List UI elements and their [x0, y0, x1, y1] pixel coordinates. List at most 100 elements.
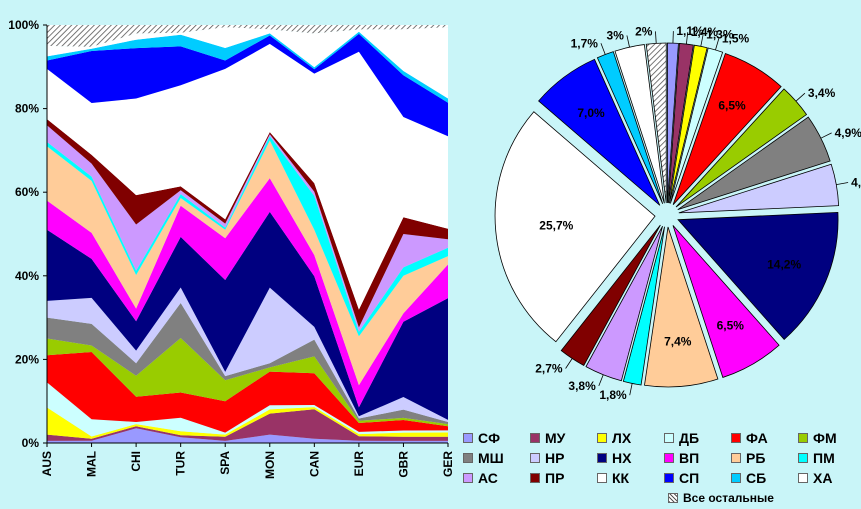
pie-slice-label: 1,8% [599, 388, 627, 402]
legend-label: МУ [545, 430, 566, 446]
legend-item: НР [530, 449, 564, 467]
pie-chart: 1,1%1,4%1,3%1,5% 6,5% 3,4% 4,9% 4,2% 14,2% 6,5… [494, 24, 861, 402]
pie-leader-line [685, 32, 689, 45]
legend-swatch [463, 433, 473, 443]
legend-item: Все остальные [668, 489, 774, 507]
pie-slice-label: 3% [607, 28, 625, 42]
area-series-18 [47, 25, 448, 47]
legend-swatch [798, 473, 808, 483]
area-series-2 [47, 407, 448, 439]
legend-item: НХ [597, 449, 631, 467]
legend-label: АС [478, 470, 498, 486]
legend-label: ФМ [813, 430, 837, 446]
area-series-8 [47, 211, 448, 420]
pie-slice-label: 25,7% [539, 219, 573, 233]
legend-label: ВП [679, 450, 700, 466]
y-tick-label: 80% [15, 102, 39, 116]
pie-leader-line [655, 31, 657, 44]
legend-label: СП [679, 470, 700, 486]
chart-legend: СФ МУ ЛХ ДБ ФА ФМ МШ НР НХ ВП РБ ПМ АС ПР КК СП СБ ХА Все … [463, 426, 858, 506]
pie-slice-4 [672, 52, 782, 205]
legend-label: ДБ [679, 430, 700, 446]
x-tick-label: MAL [85, 451, 99, 477]
legend-item: ПМ [798, 449, 835, 467]
pie-slice-label: 3,4% [808, 86, 836, 100]
legend-label: КК [612, 470, 630, 486]
legend-item: КК [597, 469, 629, 487]
y-tick-label: 60% [15, 185, 39, 199]
area-series-15 [47, 33, 448, 137]
x-tick-label: MON [263, 451, 277, 479]
legend-item: ПР [530, 469, 564, 487]
area-series-14 [47, 43, 448, 310]
pie-slice-14 [494, 111, 656, 343]
legend-swatch [530, 473, 540, 483]
y-tick-label: 100% [8, 18, 39, 32]
pie-leader-line [600, 43, 606, 55]
pie-slice-label: 3,8% [568, 379, 596, 393]
legend-item: ВП [664, 449, 699, 467]
legend-swatch [731, 453, 741, 463]
legend-swatch [798, 433, 808, 443]
area-series-0 [47, 428, 448, 443]
pie-slice-9 [672, 225, 780, 378]
legend-swatch [597, 473, 607, 483]
x-tick-label: CAN [307, 451, 321, 477]
pie-leader-line [836, 182, 849, 186]
area-series-3 [47, 382, 448, 437]
pie-leader-line [629, 383, 633, 396]
pie-leader-line [715, 38, 720, 51]
legend-item: ФМ [798, 429, 837, 447]
pie-leader-line [795, 92, 806, 102]
legend-label: НР [545, 450, 565, 466]
pie-slice-label: 14,2% [767, 258, 801, 272]
y-tick-label: 0% [22, 436, 40, 450]
x-tick-label: GER [441, 451, 455, 477]
pie-leader-line [700, 34, 704, 47]
pie-slice-label: 7,4% [664, 335, 692, 349]
pie-slice-label: 1,4% [691, 25, 719, 39]
legend-label: ХА [813, 470, 833, 486]
legend-label: НХ [612, 450, 632, 466]
legend-swatch [731, 473, 741, 483]
pie-slice-12 [585, 225, 663, 382]
legend-item: ДБ [664, 429, 699, 447]
pie-slice-15 [538, 58, 661, 206]
x-tick-label: EUR [352, 451, 366, 477]
legend-label: СБ [746, 470, 767, 486]
legend-label: РБ [746, 450, 766, 466]
area-series-6 [47, 303, 448, 425]
y-tick-label: 40% [15, 269, 39, 283]
pie-slice-16 [596, 51, 664, 204]
legend-swatch [597, 453, 607, 463]
pie-slice-label: 2% [635, 24, 653, 38]
pie-leader-line [626, 35, 630, 48]
legend-label: СФ [478, 430, 501, 446]
x-tick-label: AUS [40, 451, 54, 476]
area-series-12 [47, 125, 448, 332]
legend-swatch [798, 453, 808, 463]
pie-leader-line [820, 132, 832, 139]
legend-label: Все остальные [683, 491, 774, 505]
pie-leader-line [565, 358, 573, 369]
area-series-4 [47, 352, 448, 433]
area-series-17 [47, 27, 448, 99]
legend-label: МШ [478, 450, 504, 466]
legend-item: СФ [463, 429, 500, 447]
legend-swatch [664, 433, 674, 443]
pie-slice-label: 2,7% [535, 362, 563, 376]
legend-item: СП [664, 469, 699, 487]
legend-label: ПР [545, 470, 565, 486]
pie-slice-label: 6,5% [717, 318, 745, 332]
pie-slice-label: 4,9% [835, 126, 861, 140]
x-tick-label: GBR [396, 451, 410, 478]
x-tick-label: TUR [174, 451, 188, 476]
legend-swatch [530, 453, 540, 463]
legend-swatch [664, 473, 674, 483]
area-series-7 [47, 287, 448, 422]
stacked-area-chart: 0% 20% 40% 60% 80% 100% AUS MAL CHI TUR SPA MON CAN E… [8, 18, 455, 479]
legend-label: ПМ [813, 450, 835, 466]
pie-slice-label: 1,7% [571, 36, 599, 50]
legend-item: СБ [731, 469, 766, 487]
